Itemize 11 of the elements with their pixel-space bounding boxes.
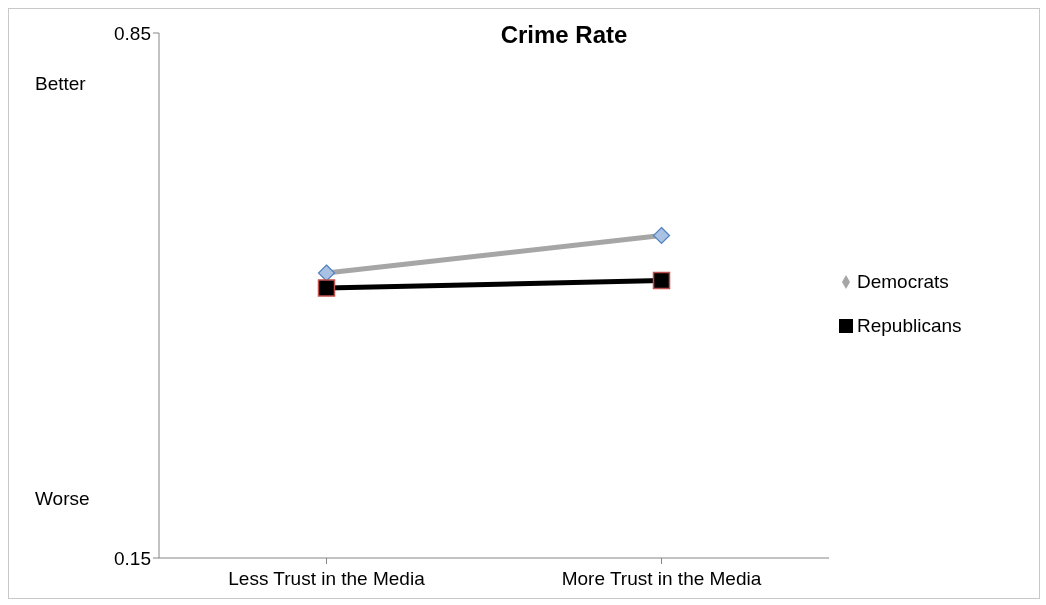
y-tick-label: 0.15 [114,547,151,569]
text: Worse [35,488,90,510]
point [317,279,336,297]
legend-label: Republicans [857,314,962,336]
chart-title: Crime Rate [500,21,628,48]
y-tick-label: 0.85 [114,22,151,44]
text: Better [35,73,86,95]
x-tick-label: Less Trust in the Media [228,568,426,590]
legend-label: Democrats [857,270,949,292]
x-tick-label: More Trust in the Media [561,568,762,590]
point [652,271,671,290]
